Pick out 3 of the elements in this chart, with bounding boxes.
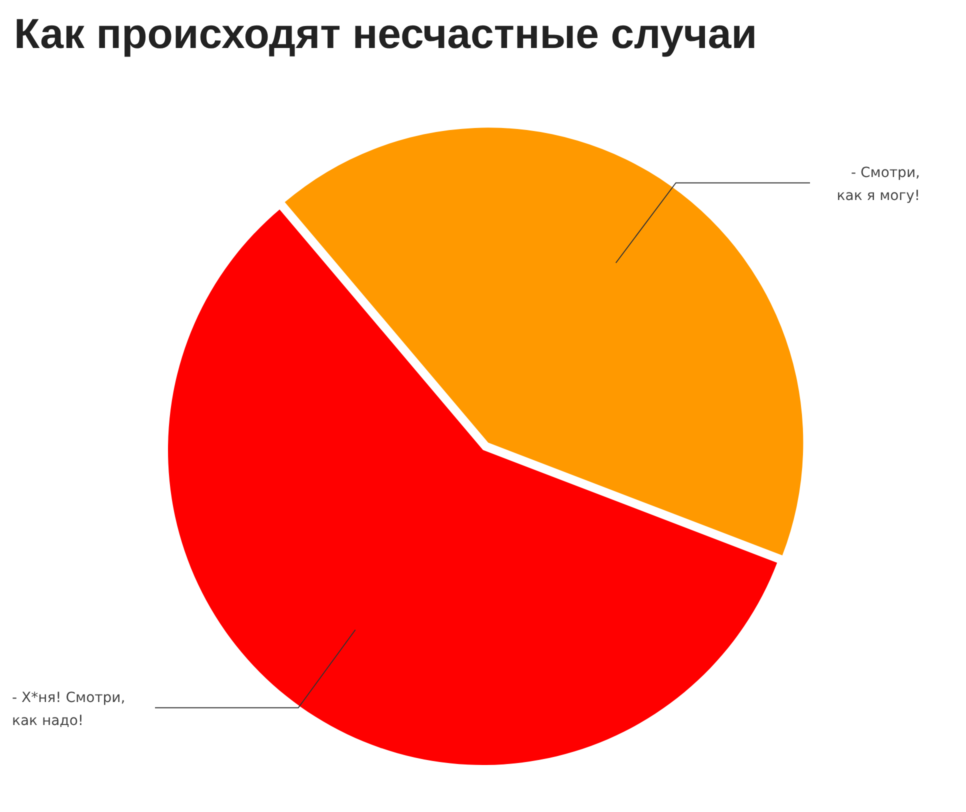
slice-label: - Х*ня! Смотри, как надо! bbox=[12, 690, 126, 729]
slice-label: - Смотри, как я могу! bbox=[836, 164, 920, 204]
chart-title: Как происходят несчастные случаи bbox=[14, 10, 758, 57]
